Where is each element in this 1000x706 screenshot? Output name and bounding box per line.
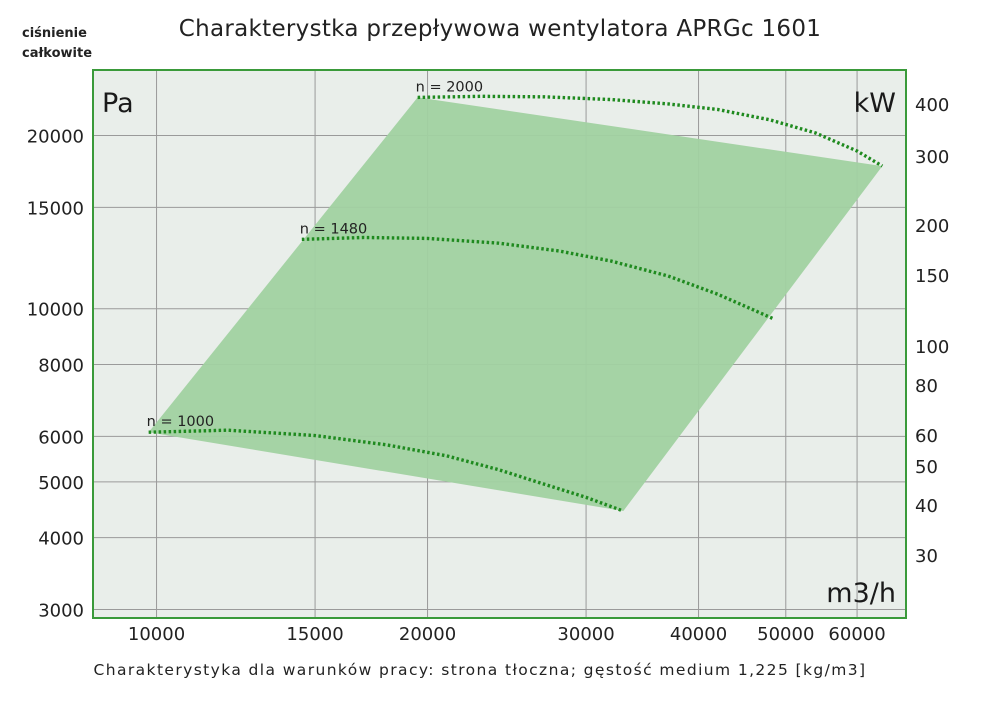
y2-tick-label: 150 bbox=[915, 266, 949, 287]
y-axis-title: ciśnienie całkowite bbox=[22, 24, 92, 64]
series-curve-n1000 bbox=[148, 428, 624, 513]
series-curve-n2000 bbox=[417, 94, 884, 168]
y2-tick-label: 60 bbox=[915, 426, 938, 447]
chart-caption: Charakterystyka dla warunków pracy: stro… bbox=[93, 661, 867, 679]
y2-tick-label: 50 bbox=[915, 457, 938, 478]
y-tick-label: 4000 bbox=[38, 529, 84, 550]
y2-tick-label: 30 bbox=[915, 546, 938, 567]
x-tick-label: 60000 bbox=[828, 624, 885, 645]
y-tick-label: 10000 bbox=[27, 300, 84, 321]
y-tick-label: 8000 bbox=[38, 355, 84, 376]
y2-tick-label: 40 bbox=[915, 496, 938, 517]
y-tick-label: 20000 bbox=[27, 127, 84, 148]
x-tick-label: 20000 bbox=[399, 624, 456, 645]
y2-unit-label: kW bbox=[854, 88, 896, 119]
y2-tick-label: 400 bbox=[915, 95, 949, 116]
x-tick-label: 50000 bbox=[757, 624, 814, 645]
y-tick-label: 15000 bbox=[27, 198, 84, 219]
y2-tick-label: 80 bbox=[915, 376, 938, 397]
plot-frame bbox=[92, 69, 907, 619]
series-curve-n1480 bbox=[301, 235, 775, 321]
operating-area bbox=[148, 97, 883, 512]
chart-title: Charakterystka przepływowa wentylatora A… bbox=[178, 16, 822, 42]
x-unit-label: m3/h bbox=[826, 578, 896, 609]
y-unit-label: Pa bbox=[102, 88, 134, 119]
y-tick-label: 5000 bbox=[38, 473, 84, 494]
x-tick-label: 40000 bbox=[670, 624, 727, 645]
x-tick-label: 30000 bbox=[557, 624, 614, 645]
y-axis-title-line1: ciśnienie bbox=[22, 26, 87, 41]
y2-tick-label: 200 bbox=[915, 216, 949, 237]
y-axis-title-line2: całkowite bbox=[22, 46, 93, 61]
series-label: n = 1000 bbox=[147, 414, 214, 430]
x-tick-label: 10000 bbox=[128, 624, 185, 645]
y-tick-label: 6000 bbox=[38, 427, 84, 448]
series-label: n = 1480 bbox=[300, 221, 367, 237]
y2-tick-label: 100 bbox=[915, 337, 949, 358]
y-tick-label: 3000 bbox=[38, 601, 84, 622]
series-label: n = 2000 bbox=[416, 79, 483, 95]
x-tick-label: 15000 bbox=[286, 624, 343, 645]
y2-tick-label: 300 bbox=[915, 147, 949, 168]
